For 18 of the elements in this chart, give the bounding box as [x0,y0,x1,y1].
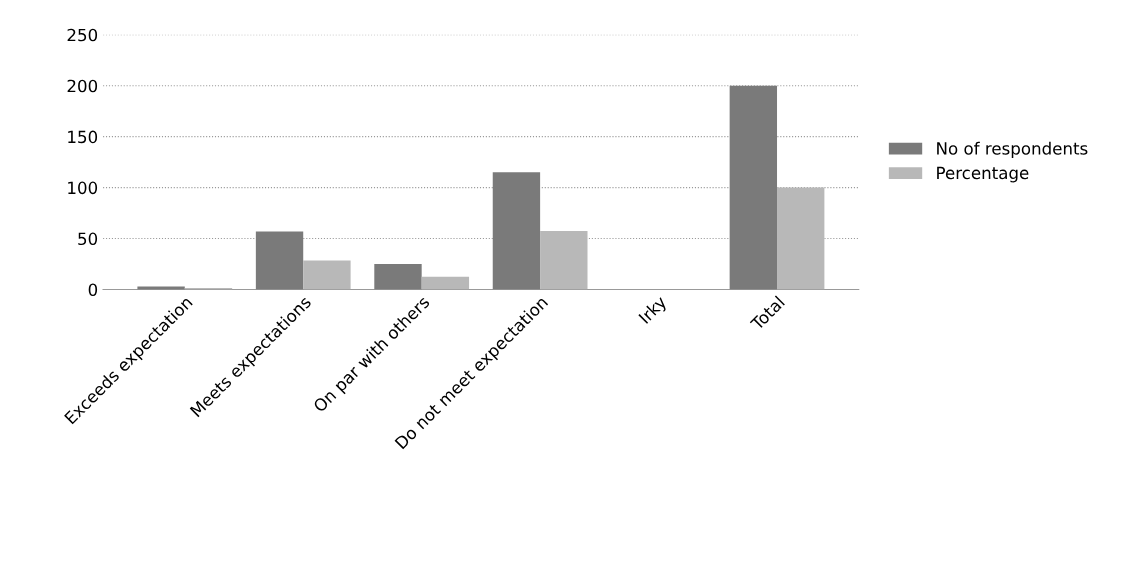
y-tick-label: 100 [68,181,98,195]
y-tick-label: 200 [67,79,98,93]
bar [255,231,304,290]
bar [729,85,778,290]
bar [492,172,541,290]
legend-label: Percentage [937,166,1029,183]
bar [303,260,351,290]
y-tick-label: 250 [67,28,98,42]
bar [137,286,185,290]
bar [540,230,588,290]
y-tick-label: 0 [88,283,98,297]
y-tick-label: 150 [68,130,98,144]
bar [374,264,422,290]
bar [421,276,470,290]
y-tick-label: 50 [78,232,98,246]
bar [777,187,825,290]
x-tick-label: Irky [638,294,670,327]
legend-label: No of respondents [937,141,1088,158]
